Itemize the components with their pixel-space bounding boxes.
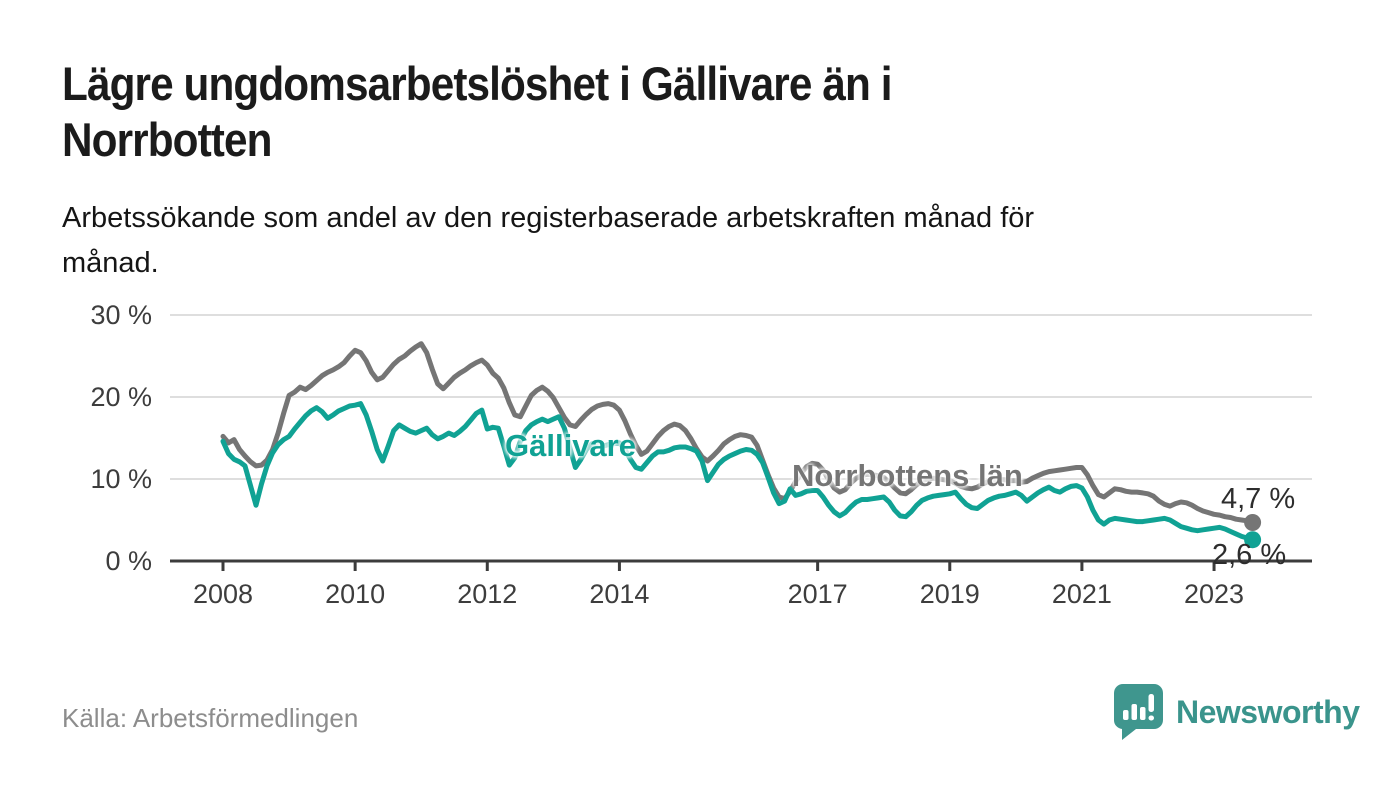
y-axis-tick-label: 30 % [90,300,152,330]
x-axis-tick-label: 2014 [589,579,649,609]
x-axis-tick-label: 2021 [1052,579,1112,609]
x-axis-tick-label: 2023 [1184,579,1244,609]
newsworthy-logo-icon [1113,684,1163,740]
x-axis-tick-label: 2010 [325,579,385,609]
title-line-1: Lägre ungdomsarbetslöshet i Gällivare än… [62,57,893,110]
series-label-gallivare: Gällivare [505,428,636,463]
source-attribution: Källa: Arbetsförmedlingen [62,703,359,733]
x-axis-tick-label: 2012 [457,579,517,609]
series-end-dot-gallivare [1244,531,1262,549]
y-axis-tick-label: 10 % [90,464,152,494]
series-end-dot-norrbotten [1244,514,1262,531]
bar-chart-glyph [1123,694,1154,721]
subtitle-line-1: Arbetssökande som andel av den registerb… [62,202,1035,234]
x-axis-tick-label: 2017 [788,579,848,609]
page-title: Lägre ungdomsarbetslöshet i Gällivare än… [62,56,1142,168]
end-value-label-gallivare: 2,6 % [1212,539,1287,571]
y-axis-tick-label: 20 % [90,382,152,412]
newsworthy-brand: Newsworthy [1112,682,1360,742]
series-line-norrbotten [220,341,1256,525]
title-line-2: Norrbotten [62,113,272,166]
y-axis-tick-label: 0 % [105,546,152,576]
x-axis-tick-label: 2008 [193,579,253,609]
subtitle-line-2: månad. [62,247,159,279]
brand-wordmark: Newsworthy [1176,693,1360,730]
speech-bubble-shape [1113,684,1163,740]
series-label-norrbotten: Norrbottens län [792,458,1023,493]
end-value-label-norrbotten: 4,7 % [1221,483,1296,515]
chart-subtitle: Arbetssökande som andel av den registerb… [62,196,1312,286]
series-line-gallivare [220,401,1256,543]
x-axis-tick-label: 2019 [920,579,980,609]
